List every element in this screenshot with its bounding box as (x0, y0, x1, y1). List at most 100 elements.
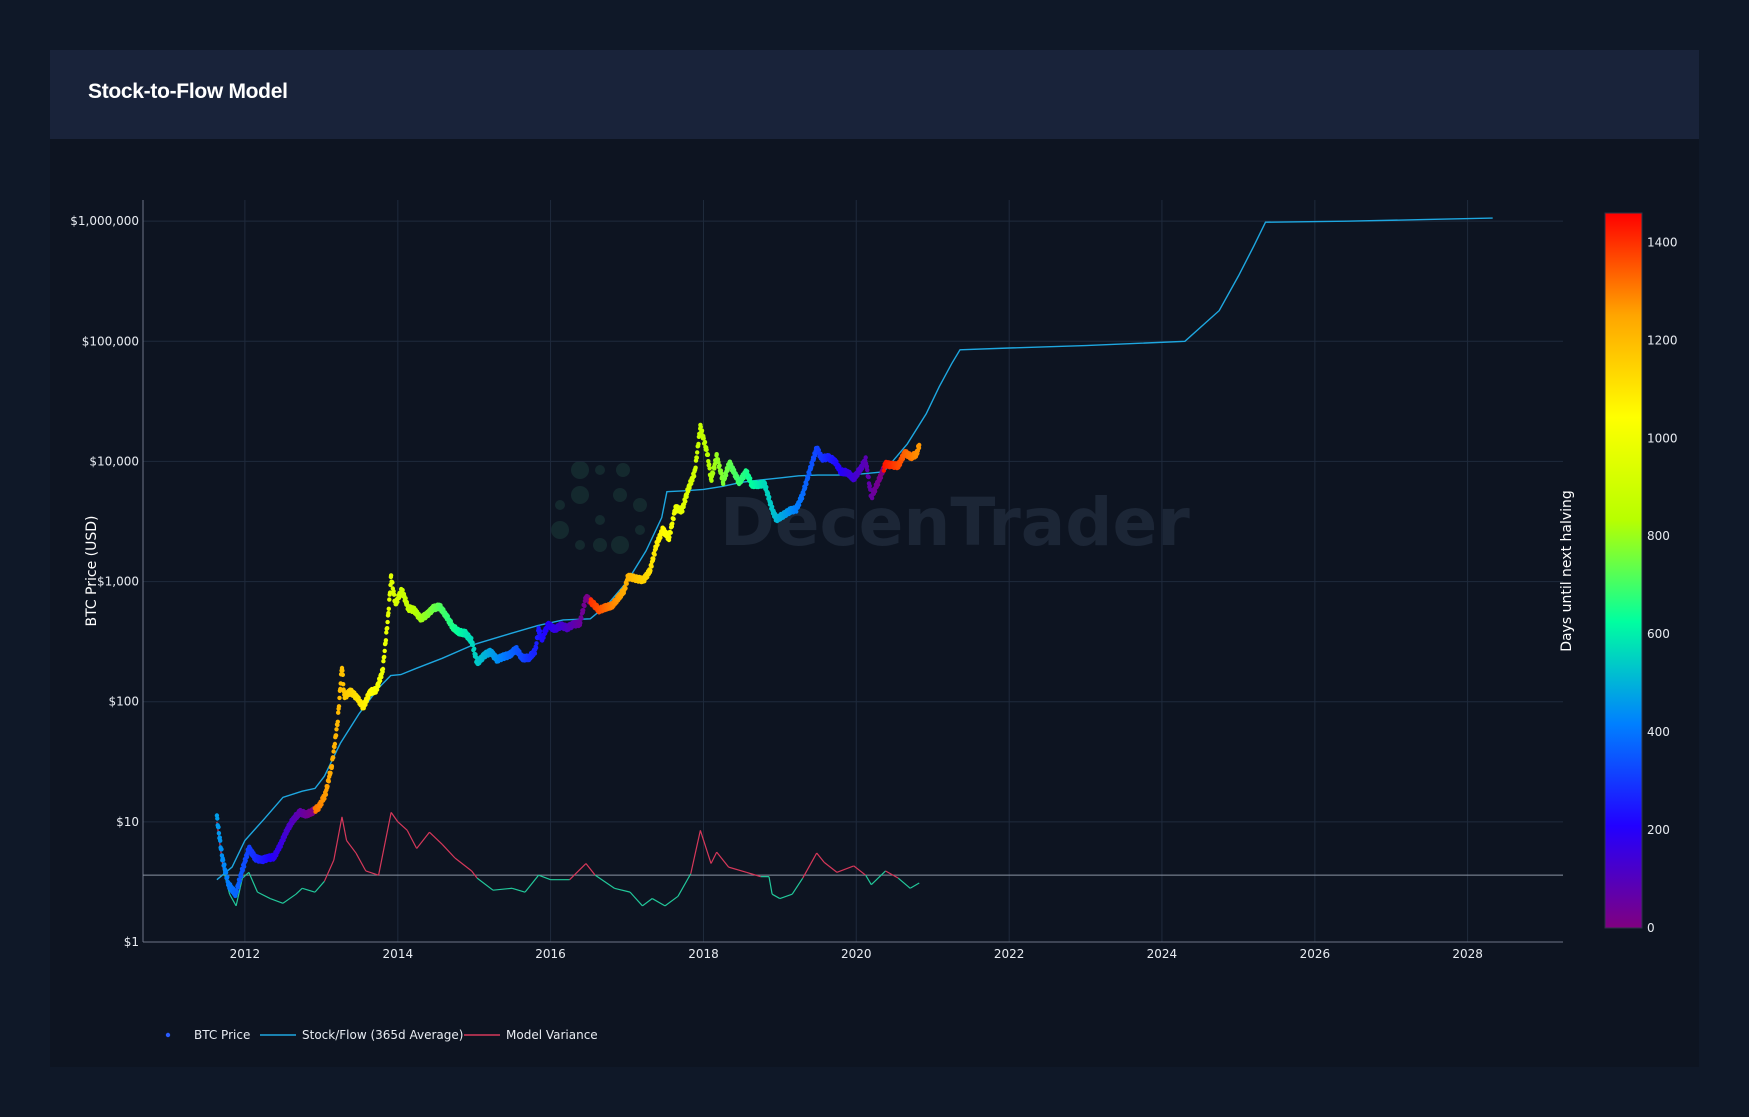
watermark-dot (575, 540, 585, 550)
btc-price-marker (387, 597, 392, 602)
btc-price-marker (340, 668, 345, 673)
model-variance-segment (476, 877, 494, 891)
model-variance-segment (406, 830, 418, 849)
model-variance-segment (248, 872, 258, 893)
legend-item-model-variance[interactable]: Model Variance (464, 1028, 598, 1042)
x-tick-label: 2012 (230, 947, 261, 961)
panel-title: Stock-to-Flow Model (88, 80, 288, 103)
model-variance-segment (664, 895, 679, 907)
colorbar: 0 200 400 600 800 1000 1200 1400 Days until next… (1559, 212, 1678, 935)
chart-axes: $1 $10 $100 $1,000 $10,000 $100,000 $1,000,000… (70, 200, 1563, 961)
model-variance-segment (853, 865, 867, 876)
btc-price-marker (865, 467, 870, 473)
model-variance-segment (269, 897, 284, 904)
btc-price-marker (331, 749, 336, 754)
btc-price-marker (382, 648, 387, 654)
watermark-text: DecenTrader (720, 484, 1190, 561)
model-variance-segment (768, 876, 773, 895)
btc-price-marker (695, 450, 700, 455)
model-variance-segment (779, 893, 793, 900)
btc-price-marker (716, 459, 721, 465)
btc-price-marker (336, 710, 341, 715)
watermark-dot (571, 461, 589, 479)
model-variance-segment (909, 882, 920, 889)
btc-price-marker (813, 453, 818, 458)
model-variance-segment (642, 898, 653, 907)
model-variance-segment (282, 893, 297, 904)
model-variance-segment (229, 893, 237, 907)
model-variance-segment (865, 874, 872, 885)
model-variance-segment (511, 887, 526, 893)
y-tick-label: $10 (116, 815, 139, 829)
btc-price-marker (338, 686, 343, 692)
model-variance-segment (377, 812, 392, 876)
btc-price-marker (704, 447, 709, 452)
btc-price-marker (377, 678, 383, 683)
btc-price-marker (390, 580, 395, 585)
y-axis-title: BTC Price (USD) (84, 515, 100, 626)
x-tick-label: 2028 (1452, 947, 1483, 961)
btc-price-marker (332, 741, 338, 747)
colorbar-tick-label: 600 (1647, 627, 1670, 641)
btc-price-marker (385, 619, 390, 625)
model-variance-segment (716, 851, 730, 868)
x-tick-label: 2020 (841, 947, 872, 961)
btc-price-marker (686, 489, 691, 494)
btc-price-marker (216, 824, 221, 830)
model-variance-segment (257, 891, 271, 900)
model-variance-segment (241, 871, 250, 879)
watermark-dot (551, 521, 569, 539)
btc-price-marker (244, 854, 250, 860)
x-tick-label: 2022 (994, 947, 1025, 961)
btc-price-marker (701, 436, 706, 441)
model-variance-segment (614, 887, 631, 893)
x-tick-label: 2014 (383, 947, 414, 961)
watermark-dot (611, 536, 629, 554)
btc-price-marker (334, 727, 339, 732)
model-variance-segment (524, 874, 540, 893)
btc-price-marker (470, 642, 476, 648)
btc-price-marker (238, 874, 244, 879)
legend-item-stock-flow[interactable]: Stock/Flow (365d Average) (260, 1028, 463, 1042)
chart-grid (143, 200, 1563, 943)
btc-price-marker (220, 857, 226, 863)
model-variance-segment (341, 816, 348, 841)
btc-price-marker (386, 610, 391, 616)
model-variance-segment (390, 812, 399, 823)
btc-price-marker (335, 722, 340, 728)
btc-price-marker (374, 687, 380, 692)
btc-price-marker (578, 620, 583, 625)
btc-price-marker (804, 481, 809, 487)
btc-price-marker (721, 481, 726, 487)
btc-price-marker (707, 466, 712, 471)
model-variance-segment (235, 878, 243, 906)
btc-price-marker (706, 459, 711, 464)
btc-price-marker (395, 599, 400, 605)
btc-price-marker (748, 476, 753, 481)
plot-area (214, 217, 1493, 907)
legend-marker-btc-price (165, 1032, 171, 1038)
model-variance-segment (870, 870, 886, 886)
panel-header: Stock-to-Flow Model (50, 50, 1699, 139)
btc-price-marker (649, 564, 654, 569)
btc-price-marker (391, 589, 396, 594)
btc-price-marker (329, 764, 335, 769)
btc-price-marker (691, 474, 697, 479)
colorbar-tick-label: 1000 (1647, 431, 1678, 445)
btc-price-marker (648, 568, 653, 573)
btc-price-marker (216, 831, 222, 836)
legend-item-btc-price[interactable]: BTC Price (165, 1028, 251, 1042)
btc-price-marker (658, 535, 663, 540)
legend[interactable]: BTC Price Stock/Flow (365d Average) Model … (165, 1028, 598, 1042)
model-variance-segment (816, 852, 825, 863)
y-tick-label: $1,000 (97, 575, 139, 589)
btc-price-marker (805, 475, 811, 480)
btc-price-marker (380, 666, 386, 672)
btc-price-marker (326, 779, 331, 784)
model-variance-segment (594, 874, 615, 889)
model-variance-segment (302, 887, 316, 893)
btc-price-marker (223, 870, 229, 875)
model-variance-segment (454, 857, 473, 872)
model-variance-segment (569, 863, 587, 881)
model-variance-segment (538, 874, 551, 881)
